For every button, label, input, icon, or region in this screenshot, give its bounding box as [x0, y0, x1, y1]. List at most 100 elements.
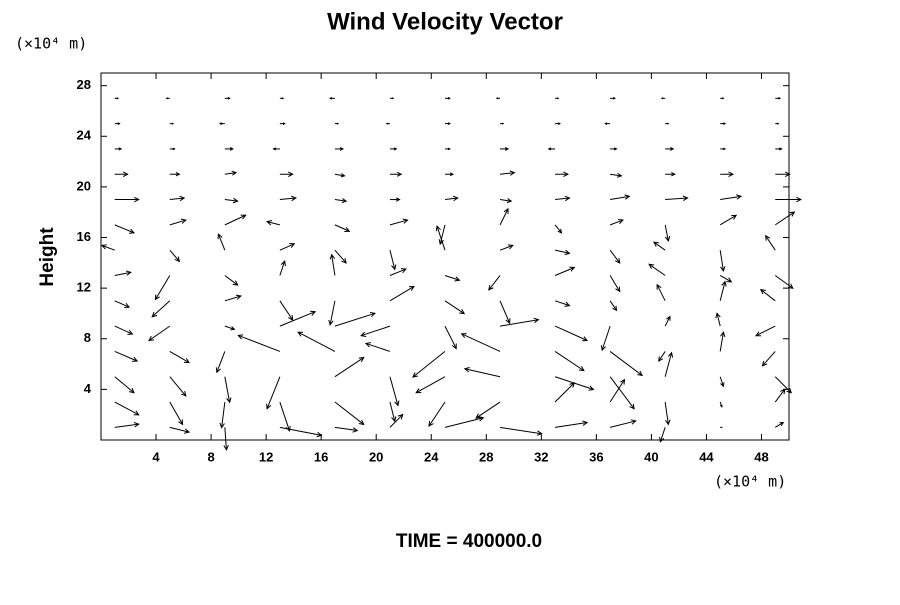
wind-vector	[719, 214, 738, 226]
wind-vector	[774, 388, 786, 403]
vector-head	[612, 305, 618, 312]
vector-head	[223, 444, 229, 451]
vector-head	[659, 436, 665, 443]
wind-vector	[665, 195, 689, 201]
vector-shaft	[389, 401, 396, 422]
vector-head	[360, 331, 367, 337]
vector-head	[786, 387, 793, 394]
vector-head	[133, 410, 140, 416]
vector-head	[564, 301, 571, 307]
y-tick-label: 8	[84, 330, 91, 345]
vector-shaft	[609, 420, 636, 428]
vector-shaft	[609, 376, 635, 410]
vector-head	[731, 214, 738, 220]
vector-head	[329, 253, 336, 260]
wind-vector	[445, 172, 455, 177]
vector-shaft	[169, 426, 190, 433]
wind-vector	[656, 283, 666, 302]
vector-head	[288, 314, 294, 321]
wind-vector	[609, 275, 621, 293]
wind-vector	[609, 300, 618, 312]
x-tick-label: 44	[699, 449, 714, 464]
wind-vector	[444, 325, 457, 350]
vector-head	[266, 403, 272, 410]
vector-head	[556, 97, 560, 100]
vector-shaft	[499, 172, 515, 175]
wind-vector	[334, 356, 365, 378]
wind-vector	[169, 350, 190, 364]
wind-vector	[266, 220, 281, 226]
vector-shaft	[389, 376, 399, 406]
vector-head	[451, 343, 457, 350]
vector-shaft	[114, 224, 135, 234]
wind-vector	[554, 350, 585, 372]
x-unit-label: (×10⁴ m)	[714, 473, 786, 491]
vector-head	[658, 356, 664, 362]
vector-shaft	[266, 221, 281, 226]
wind-vector	[334, 224, 351, 233]
wind-vector	[555, 195, 571, 202]
wind-vector	[554, 325, 589, 342]
vector-shaft	[224, 376, 231, 403]
wind-vector	[438, 224, 446, 246]
wind-vector	[499, 317, 540, 327]
wind-vector	[555, 122, 561, 125]
vector-head	[728, 171, 735, 177]
vector-shaft	[279, 243, 295, 251]
wind-vector	[148, 325, 171, 342]
vector-head	[272, 147, 276, 151]
vector-shaft	[114, 271, 131, 276]
wind-vector	[774, 421, 785, 428]
vector-head	[127, 329, 134, 335]
vector-shaft	[719, 275, 732, 283]
vector-shaft	[444, 197, 458, 201]
wind-vector	[169, 147, 176, 151]
vector-head	[755, 331, 762, 337]
wind-vector	[659, 427, 666, 443]
vector-head	[501, 122, 505, 125]
vector-shaft	[439, 224, 446, 245]
vector-shaft	[334, 249, 347, 264]
vector-head	[726, 277, 733, 283]
vector-head	[630, 419, 637, 425]
y-tick-label: 28	[77, 77, 91, 92]
wind-vector	[719, 401, 723, 408]
vector-shaft	[609, 379, 625, 403]
vector-head	[660, 97, 664, 100]
vector-head	[564, 195, 571, 202]
wind-vector	[279, 260, 286, 276]
vector-head	[341, 258, 347, 264]
vector-head	[612, 96, 617, 100]
vector-shaft	[217, 233, 226, 251]
vector-head	[339, 147, 345, 151]
vector-shaft	[334, 401, 365, 425]
wind-vector	[660, 97, 666, 100]
vector-head	[117, 122, 121, 125]
vector-shaft	[719, 214, 737, 226]
vector-head	[266, 220, 273, 226]
wind-vector	[224, 214, 247, 226]
wind-vector	[775, 96, 782, 100]
vector-head	[665, 419, 671, 426]
vector-head	[154, 294, 160, 301]
vector-head	[723, 122, 727, 125]
wind-vector	[554, 300, 571, 307]
wind-vector	[719, 280, 727, 301]
vector-shaft	[389, 414, 404, 428]
vector-shaft	[334, 312, 376, 327]
vector-shaft	[224, 199, 238, 202]
wind-vector	[665, 147, 675, 151]
wind-vector	[775, 171, 791, 177]
wind-vector	[334, 173, 346, 178]
vector-head	[761, 360, 768, 367]
wind-vector	[389, 97, 395, 100]
vector-head	[229, 147, 234, 151]
vector-shaft	[601, 325, 611, 351]
vector-head	[736, 194, 743, 200]
wind-vector	[648, 263, 666, 276]
vector-shaft	[297, 331, 336, 352]
wind-vector	[279, 122, 286, 125]
vector-shaft	[609, 300, 617, 311]
wind-vector	[114, 224, 135, 234]
vector-head	[505, 318, 511, 325]
